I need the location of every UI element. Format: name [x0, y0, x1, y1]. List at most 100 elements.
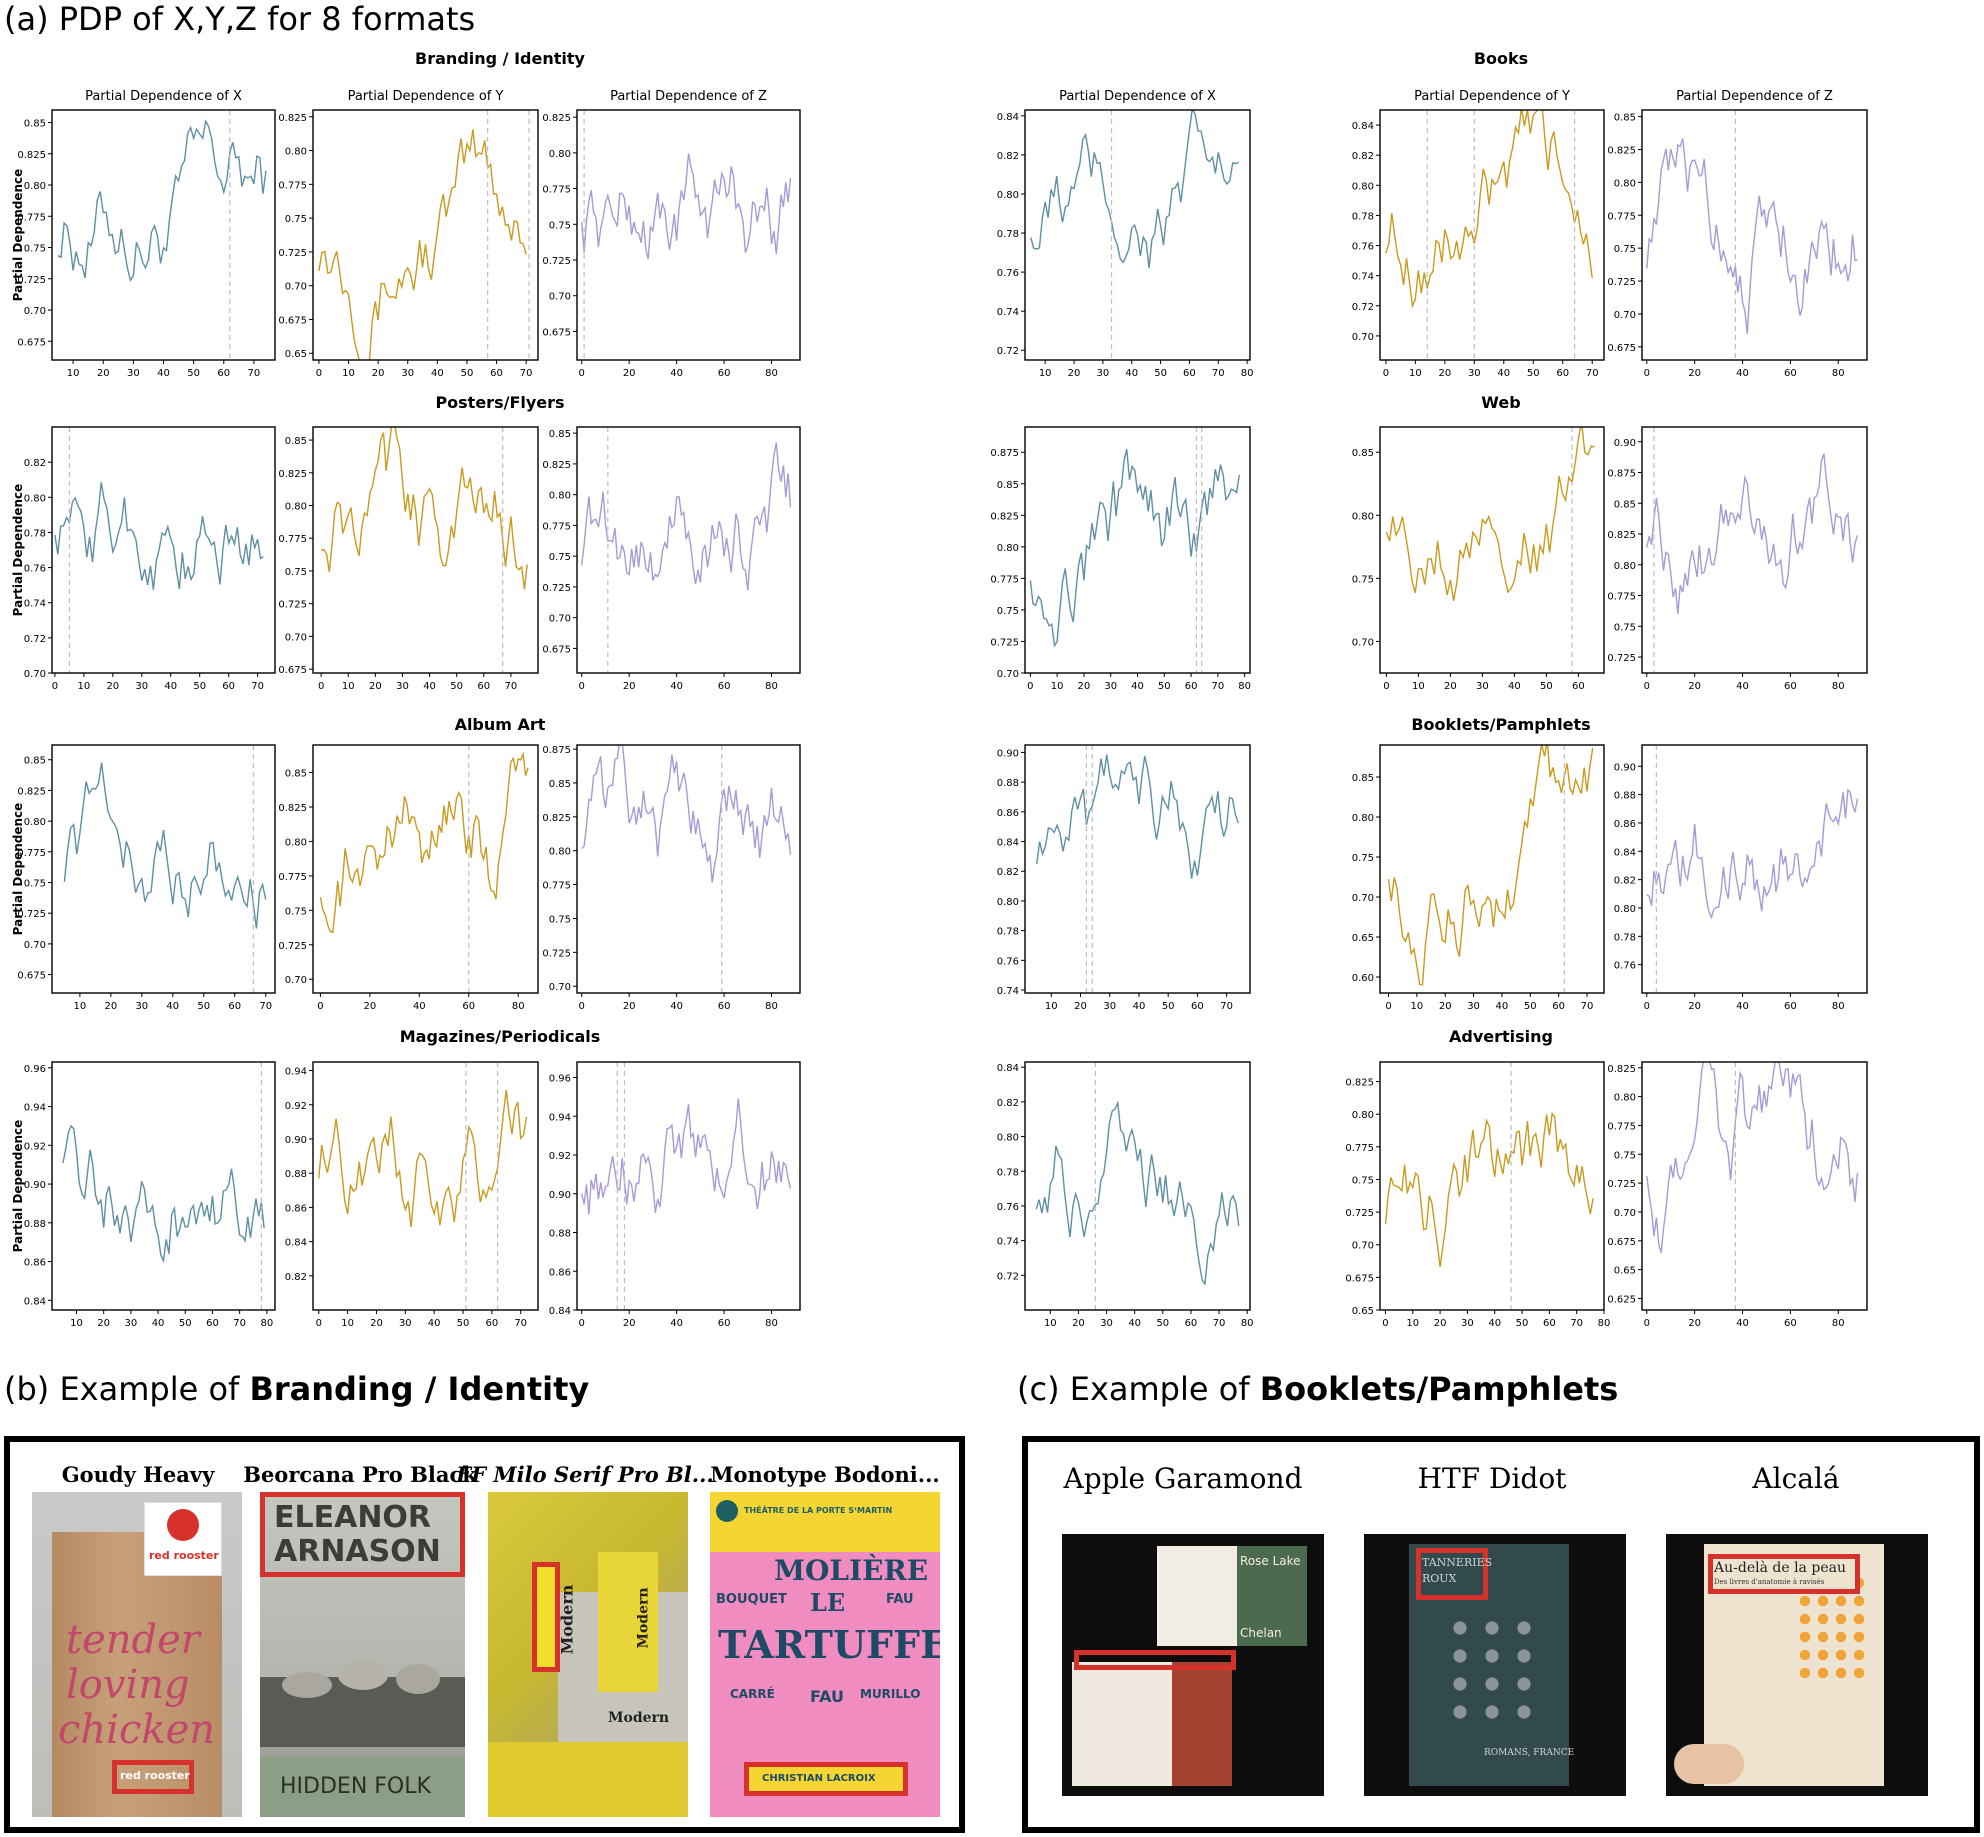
y-tick-label: 0.94 — [285, 1067, 307, 1078]
y-tick-label: 0.775 — [542, 185, 571, 196]
y-tick-label: 0.725 — [1607, 1179, 1636, 1190]
y-tick-label: 0.85 — [285, 769, 307, 780]
x-tick-label: 70 — [1213, 1318, 1226, 1329]
pdp-chart: Books Partial Dependence of X 0.72 0.74 0.76… — [997, 49, 1528, 379]
x-tick-label: 40 — [1133, 1001, 1146, 1012]
x-tick-label: 20 — [369, 681, 382, 692]
pdp-chart: Booklets/Pamphlets 0.74 0.76 0.78 0.80 0.82 0.… — [997, 715, 1591, 1012]
pdp-chart: 0.675 0.70 0.725 0.75 0.775 0.80 0.825 0.85 0 20 4… — [542, 426, 801, 692]
pdp-line — [581, 745, 792, 883]
example-font-label: Apple Garamond — [1063, 1462, 1303, 1495]
x-tick-label: 20 — [97, 368, 110, 379]
format-title: Web — [1481, 393, 1520, 412]
x-tick-label: 10 — [74, 1001, 87, 1012]
x-tick-label: 30 — [1461, 1318, 1474, 1329]
y-tick-label: 0.80 — [285, 502, 307, 513]
pdp-charts: Branding / Identity Partial Dependence of… — [11, 49, 1868, 1329]
y-tick-label: 0.85 — [549, 779, 571, 790]
y-tick-label: 0.775 — [990, 574, 1019, 585]
subplot-title: Partial Dependence of Z — [610, 89, 767, 104]
pdp-chart: Branding / Identity Partial Dependence of… — [11, 49, 586, 379]
x-tick-label: 40 — [670, 1318, 683, 1329]
pdp-chart: Advertising 0.72 0.74 0.76 0.78 0.80 0.82 0.84 1… — [997, 1027, 1553, 1329]
example-font-label: HTF Didot — [1417, 1462, 1567, 1495]
y-tick-label: 0.84 — [997, 1063, 1019, 1074]
branding-examples-panel: Goudy Heavy Beorcana Pro Black FF Milo S… — [4, 1436, 965, 1833]
x-tick-label: 0 — [52, 681, 58, 692]
x-tick-label: 50 — [457, 1318, 470, 1329]
y-tick-label: 0.88 — [285, 1169, 307, 1180]
example-photo-modern: Modern Modern Modern — [488, 1492, 688, 1817]
example-photo-red-rooster-bag: red rooster tender loving chicken red ro… — [32, 1492, 242, 1817]
y-tick-label: 0.725 — [1345, 1208, 1374, 1219]
plot-frame — [1379, 109, 1605, 361]
y-tick-label: 0.82 — [24, 458, 46, 469]
x-tick-label: 60 — [1572, 681, 1585, 692]
x-tick-label: 20 — [106, 681, 119, 692]
x-tick-label: 40 — [423, 681, 436, 692]
y-tick-label: 0.70 — [549, 614, 571, 625]
x-tick-label: 10 — [1409, 368, 1422, 379]
y-tick-label: 0.90 — [997, 748, 1019, 759]
y-tick-label: 0.96 — [549, 1074, 571, 1085]
x-tick-label: 10 — [341, 1318, 354, 1329]
y-tick-label: 0.94 — [549, 1112, 571, 1123]
y-tick-label: 0.65 — [1352, 933, 1374, 944]
y-tick-label: 0.80 — [1614, 561, 1636, 572]
y-tick-label: 0.85 — [1352, 773, 1374, 784]
x-tick-label: 30 — [401, 368, 414, 379]
y-tick-label: 0.70 — [1352, 637, 1374, 648]
x-tick-label: 40 — [1128, 1318, 1141, 1329]
x-tick-label: 20 — [1074, 1001, 1087, 1012]
x-tick-label: 60 — [1191, 1001, 1204, 1012]
x-tick-label: 20 — [623, 1001, 636, 1012]
pdp-chart: 0.70 0.75 0.80 0.85 0 10 20 30 40 50 60 — [1352, 426, 1605, 692]
x-tick-label: 40 — [1131, 681, 1144, 692]
y-tick-label: 0.825 — [1607, 145, 1636, 156]
x-tick-label: 80 — [1241, 1318, 1254, 1329]
x-tick-label: 70 — [248, 368, 261, 379]
x-tick-label: 80 — [260, 1318, 273, 1329]
x-tick-label: 10 — [1045, 1001, 1058, 1012]
highlight-box — [1708, 1554, 1860, 1594]
subplot-title: Partial Dependence of X — [85, 89, 242, 104]
x-tick-label: 10 — [1410, 1001, 1423, 1012]
pdp-line — [1035, 1100, 1240, 1286]
x-tick-label: 10 — [1051, 681, 1064, 692]
highlight-box — [260, 1492, 465, 1577]
x-tick-label: 50 — [1527, 368, 1540, 379]
y-tick-label: 0.78 — [997, 1167, 1019, 1178]
example-photo-tanneries-roux: TANNERIES ROUX ROMANS, FRANCE — [1364, 1534, 1626, 1796]
x-tick-label: 0 — [318, 681, 324, 692]
pdp-line — [581, 1098, 792, 1215]
section-b-prefix: (b) Example of — [4, 1370, 250, 1408]
y-tick-label: 0.76 — [1352, 242, 1374, 253]
y-tick-label: 0.825 — [278, 803, 307, 814]
x-tick-label: 0 — [316, 1318, 322, 1329]
y-tick-label: 0.65 — [1614, 1266, 1636, 1277]
y-tick-label: 0.70 — [1614, 310, 1636, 321]
y-tick-label: 0.775 — [542, 521, 571, 532]
pdp-line — [1385, 427, 1595, 601]
y-tick-label: 0.70 — [285, 632, 307, 643]
y-tick-label: 0.72 — [997, 1271, 1019, 1282]
y-tick-label: 0.80 — [24, 817, 46, 828]
x-tick-label: 70 — [1581, 1001, 1594, 1012]
y-tick-label: 0.725 — [17, 909, 46, 920]
section-a-title: (a) PDP of X,Y,Z for 8 formats — [4, 0, 475, 38]
y-tick-label: 0.84 — [1614, 847, 1636, 858]
format-title: Advertising — [1449, 1027, 1553, 1046]
x-tick-label: 0 — [1383, 681, 1389, 692]
y-tick-label: 0.825 — [1607, 1064, 1636, 1075]
x-tick-label: 10 — [1412, 681, 1425, 692]
pdp-line — [318, 129, 527, 360]
plot-frame — [1641, 1061, 1868, 1311]
pdp-line — [581, 442, 792, 591]
y-tick-label: 0.775 — [278, 180, 307, 191]
highlight-box — [1416, 1548, 1488, 1600]
y-tick-label: 0.85 — [997, 480, 1019, 491]
y-tick-label: 0.875 — [990, 448, 1019, 459]
y-tick-label: 0.82 — [285, 1272, 307, 1283]
plot-frame — [51, 426, 276, 674]
highlight-box — [1074, 1650, 1236, 1670]
